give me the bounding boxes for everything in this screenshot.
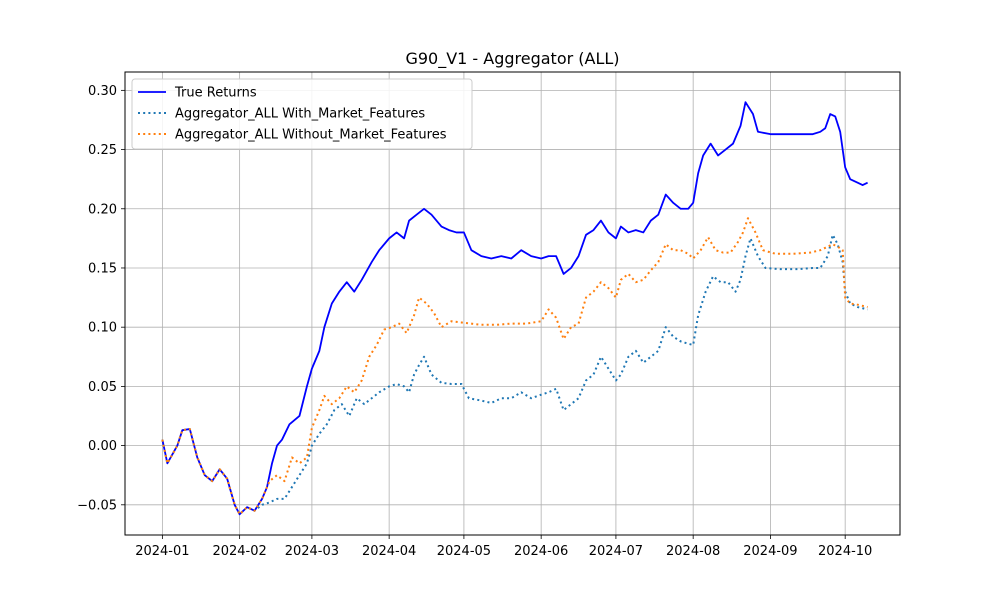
y-tick-label: −0.05 — [77, 498, 117, 513]
y-tick-label: 0.25 — [88, 143, 117, 158]
y-tick-label: 0.15 — [88, 261, 117, 276]
y-tick-label: 0.00 — [88, 439, 117, 454]
series-lines — [161, 101, 868, 516]
x-tick-label: 2024-03 — [285, 544, 339, 559]
series-line-2 — [161, 233, 868, 516]
legend-label-1: True Returns — [174, 86, 257, 101]
x-tick-label: 2024-01 — [135, 544, 189, 559]
x-tick-label: 2024-05 — [437, 544, 491, 559]
series-line-1 — [161, 101, 868, 516]
x-tick-label: 2024-07 — [589, 544, 643, 559]
legend-label-3: Aggregator_ALL Without_Market_Features — [175, 128, 447, 143]
legend-box — [131, 78, 473, 150]
series-line-3 — [161, 217, 868, 516]
y-tick-label: 0.30 — [88, 84, 117, 99]
x-tick-label: 2024-09 — [743, 544, 797, 559]
y-tick-label: 0.10 — [88, 321, 117, 336]
x-tick-label: 2024-08 — [666, 544, 720, 559]
y-tick-label: 0.05 — [88, 380, 117, 395]
x-tick-label: 2024-10 — [818, 544, 872, 559]
chart-title: G90_V1 - Aggregator (ALL) — [405, 49, 619, 69]
x-tick-label: 2024-06 — [514, 544, 568, 559]
legend-label-2: Aggregator_ALL With_Market_Features — [175, 107, 425, 122]
y-tick-label: 0.20 — [88, 202, 117, 217]
x-tick-label: 2024-04 — [362, 544, 416, 559]
plot-frame — [124, 71, 901, 536]
x-tick-label: 2024-02 — [212, 544, 266, 559]
axis-ticks: 2024-01 2024-02 2024-03 2024-04 2024-05 2024-… — [77, 84, 872, 559]
legend: True Returns Aggregator_ALL With_Market_F… — [131, 78, 473, 150]
